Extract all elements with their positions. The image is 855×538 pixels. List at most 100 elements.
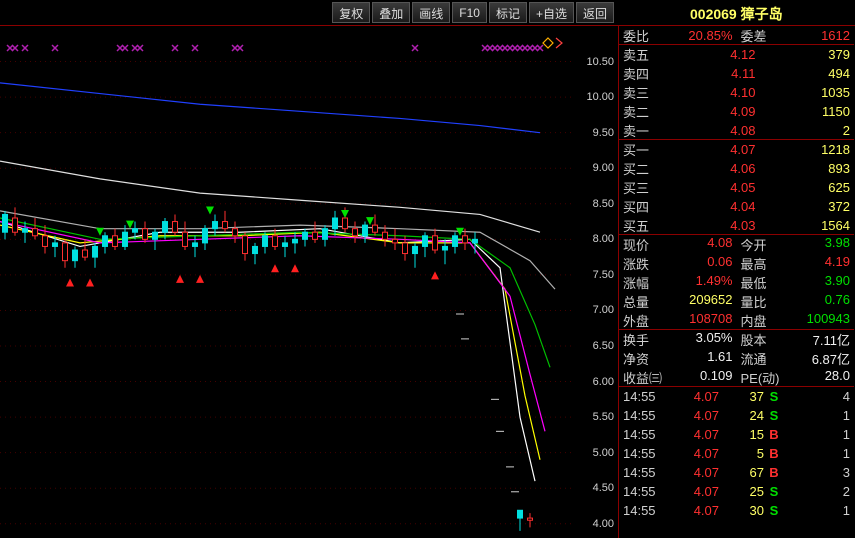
trade-row: 14:554.075B1 [619, 444, 854, 463]
stock-name: 獐子岛 [741, 6, 783, 22]
ytick: 6.50 [593, 340, 614, 352]
ytick: 9.50 [593, 127, 614, 139]
ask-vol: 494 [760, 66, 855, 81]
chart-canvas [0, 26, 575, 538]
ask-price: 4.09 [665, 104, 760, 119]
bid-row[interactable]: 买三4.05625 [619, 178, 854, 197]
bid-label: 买一 [619, 140, 665, 159]
ask-price: 4.10 [665, 85, 760, 100]
sum-value: 0.06 [665, 254, 737, 273]
sum-value2: 4.19 [783, 254, 855, 273]
ask-row[interactable]: 卖一4.082 [619, 121, 854, 140]
toolbar-button-+自选[interactable]: +自选 [529, 2, 574, 23]
trade-vol: 30 [719, 503, 764, 518]
sum-value: 1.49% [665, 273, 737, 292]
sum-label2: 流通 [737, 349, 783, 368]
bid-vol: 1218 [760, 142, 855, 157]
trade-extra: 1 [784, 503, 854, 518]
sum-value2: 7.11亿 [783, 330, 855, 349]
bid-row[interactable]: 买四4.04372 [619, 197, 854, 216]
bid-price: 4.06 [665, 161, 760, 176]
trade-dir: S [764, 484, 784, 499]
toolbar-button-复权[interactable]: 复权 [332, 2, 370, 23]
sum-label: 涨幅 [619, 273, 665, 292]
ytick: 10.50 [586, 56, 614, 68]
bid-row[interactable]: 买一4.071218 [619, 140, 854, 159]
bid-vol: 1564 [760, 218, 855, 233]
stock-code: 002069 [690, 6, 737, 22]
bid-vol: 893 [760, 161, 855, 176]
trade-dir: S [764, 389, 784, 404]
ask-label: 卖五 [619, 45, 665, 64]
trade-time: 14:55 [619, 465, 667, 480]
trade-price: 4.07 [667, 484, 719, 499]
trade-row: 14:554.0724S1 [619, 406, 854, 425]
ask-row[interactable]: 卖二4.091150 [619, 102, 854, 121]
sum-label: 净资 [619, 349, 665, 368]
ask-row[interactable]: 卖四4.11494 [619, 64, 854, 83]
toolbar-button-返回[interactable]: 返回 [576, 2, 614, 23]
ytick: 7.00 [593, 304, 614, 316]
trade-time: 14:55 [619, 408, 667, 423]
trade-time: 14:55 [619, 427, 667, 442]
trade-extra: 2 [784, 484, 854, 499]
bid-label: 买三 [619, 178, 665, 197]
sum-label2: 内盘 [737, 311, 783, 330]
bid-label: 买四 [619, 197, 665, 216]
sum-label: 涨跌 [619, 254, 665, 273]
summary-row: 收益㈢0.109PE(动)28.0 [619, 368, 854, 387]
ask-label: 卖二 [619, 102, 665, 121]
sum-label2: 今开 [737, 235, 783, 254]
trade-vol: 25 [719, 484, 764, 499]
trade-extra: 1 [784, 408, 854, 423]
sum-label: 收益㈢ [619, 368, 665, 387]
ytick: 10.00 [586, 91, 614, 103]
kline-chart[interactable] [0, 26, 575, 538]
toolbar-button-标记[interactable]: 标记 [489, 2, 527, 23]
summary-row: 涨跌0.06最高4.19 [619, 254, 854, 273]
trade-row: 14:554.0730S1 [619, 501, 854, 520]
sum-value: 1.61 [665, 349, 737, 368]
bid-row[interactable]: 买二4.06893 [619, 159, 854, 178]
trade-vol: 15 [719, 427, 764, 442]
sum-value: 0.109 [665, 368, 737, 387]
bid-row[interactable]: 买五4.031564 [619, 216, 854, 235]
sum-label: 外盘 [619, 311, 665, 330]
bid-label: 买二 [619, 159, 665, 178]
trade-price: 4.07 [667, 408, 719, 423]
sum-value: 4.08 [665, 235, 737, 254]
y-axis: 10.5010.009.509.008.508.007.507.006.506.… [575, 26, 619, 538]
ask-vol: 2 [760, 123, 855, 138]
trade-extra: 4 [784, 389, 854, 404]
toolbar-button-叠加[interactable]: 叠加 [372, 2, 410, 23]
ask-label: 卖四 [619, 64, 665, 83]
ask-price: 4.11 [665, 66, 760, 81]
ask-row[interactable]: 卖三4.101035 [619, 83, 854, 102]
trade-extra: 1 [784, 446, 854, 461]
toolbar-button-画线[interactable]: 画线 [412, 2, 450, 23]
trade-row: 14:554.0737S4 [619, 387, 854, 406]
summary-row: 涨幅1.49%最低3.90 [619, 273, 854, 292]
trade-dir: S [764, 503, 784, 518]
ask-row[interactable]: 卖五4.12379 [619, 45, 854, 64]
trade-time: 14:55 [619, 446, 667, 461]
trade-price: 4.07 [667, 465, 719, 480]
ytick: 8.00 [593, 233, 614, 245]
trade-vol: 5 [719, 446, 764, 461]
toolbar-button-F10[interactable]: F10 [452, 2, 487, 23]
trade-dir: B [764, 427, 784, 442]
ask-vol: 1035 [760, 85, 855, 100]
main: 10.5010.009.509.008.508.007.507.006.506.… [0, 26, 855, 538]
trade-price: 4.07 [667, 446, 719, 461]
ask-label: 卖一 [619, 121, 665, 140]
stock-title: 002069 獐子岛 [690, 4, 783, 24]
bid-vol: 372 [760, 199, 855, 214]
sum-value2: 3.98 [783, 235, 855, 254]
summary-row: 换手3.05%股本7.11亿 [619, 330, 854, 349]
sum-value2: 0.76 [783, 292, 855, 311]
weibi-value: 20.85% [665, 28, 737, 43]
trade-dir: B [764, 465, 784, 480]
sum-label: 现价 [619, 235, 665, 254]
ytick: 5.00 [593, 447, 614, 459]
sum-value2: 28.0 [783, 368, 855, 387]
